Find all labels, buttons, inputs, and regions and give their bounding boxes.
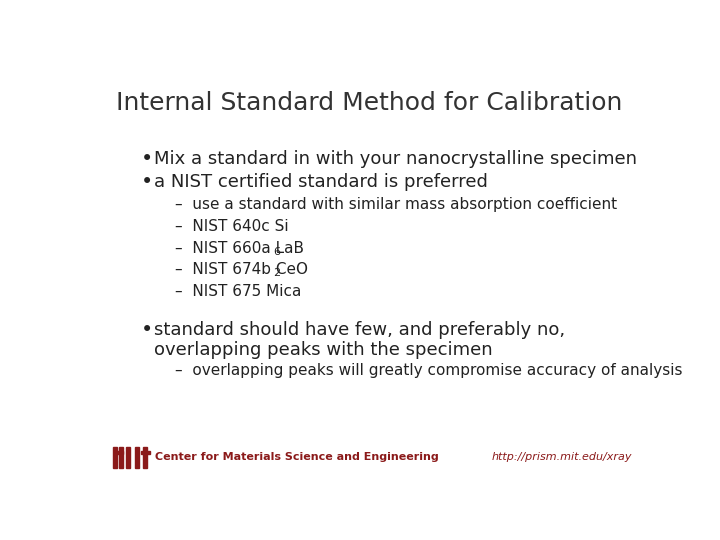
Bar [117,450,123,455]
Bar [126,447,130,468]
Bar [135,447,139,468]
Text: –  NIST 660a LaB: – NIST 660a LaB [175,240,305,255]
Text: standard should have few, and preferably no,: standard should have few, and preferably… [153,321,564,340]
Text: Mix a standard in with your nanocrystalline specimen: Mix a standard in with your nanocrystall… [153,150,636,168]
Text: –  NIST 674b CeO: – NIST 674b CeO [175,262,308,277]
Bar [120,447,123,468]
Text: –  overlapping peaks will greatly compromise accuracy of analysis: – overlapping peaks will greatly comprom… [175,363,683,378]
Text: 6: 6 [273,247,280,257]
Text: –  NIST 640c Si: – NIST 640c Si [175,219,289,234]
Text: overlapping peaks with the specimen: overlapping peaks with the specimen [153,341,492,359]
Text: 2: 2 [273,268,280,279]
Text: •: • [140,320,153,340]
Text: http://prism.mit.edu/xray: http://prism.mit.edu/xray [492,453,632,462]
Bar [113,447,117,468]
Text: Internal Standard Method for Calibration: Internal Standard Method for Calibration [116,91,622,116]
Text: •: • [140,148,153,168]
Text: •: • [140,172,153,192]
Text: Center for Materials Science and Engineering: Center for Materials Science and Enginee… [155,453,439,462]
Bar [143,447,148,468]
Text: –  use a standard with similar mass absorption coefficient: – use a standard with similar mass absor… [175,198,617,212]
Bar [141,450,150,455]
Text: a NIST certified standard is preferred: a NIST certified standard is preferred [153,173,487,191]
Text: –  NIST 675 Mica: – NIST 675 Mica [175,284,302,299]
